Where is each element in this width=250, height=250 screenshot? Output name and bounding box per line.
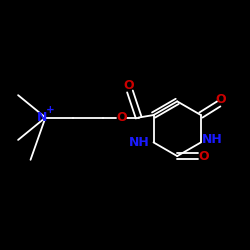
Text: O: O: [116, 111, 126, 124]
Text: O: O: [216, 93, 226, 106]
Text: O: O: [198, 150, 208, 162]
Text: NH: NH: [202, 134, 223, 146]
Text: +: +: [46, 105, 55, 115]
Text: O: O: [124, 80, 134, 92]
Text: NH: NH: [129, 136, 150, 149]
Text: N: N: [36, 111, 47, 124]
